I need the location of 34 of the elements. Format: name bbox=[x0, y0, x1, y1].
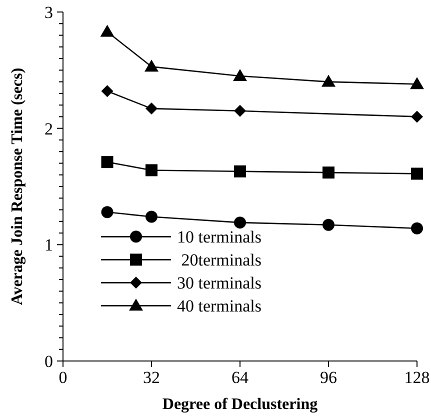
legend-label: 10 terminals bbox=[177, 228, 262, 247]
y-tick-label: 0 bbox=[44, 352, 53, 371]
point bbox=[233, 68, 247, 81]
point bbox=[101, 85, 114, 98]
point bbox=[411, 222, 423, 234]
x-tick-label: 64 bbox=[232, 368, 249, 387]
x-tick-label: 128 bbox=[404, 368, 430, 387]
point bbox=[410, 77, 424, 90]
point bbox=[144, 60, 158, 72]
point bbox=[411, 110, 423, 123]
y-tick-label: 2 bbox=[44, 119, 53, 138]
point bbox=[101, 156, 114, 168]
point bbox=[146, 210, 158, 223]
x-tick-label: 96 bbox=[320, 368, 337, 387]
point bbox=[322, 218, 334, 231]
legend-label: 30 terminals bbox=[177, 274, 262, 293]
point bbox=[322, 166, 334, 179]
point bbox=[146, 102, 158, 115]
x-tick-label: 32 bbox=[143, 368, 160, 387]
y-tick-label: 3 bbox=[44, 2, 53, 22]
x-axis-title: Degree of Declustering bbox=[162, 396, 318, 413]
point bbox=[234, 104, 246, 117]
point bbox=[100, 24, 114, 37]
point bbox=[322, 74, 336, 87]
point bbox=[101, 206, 114, 218]
legend-label: 40 terminals bbox=[177, 296, 262, 316]
point bbox=[234, 165, 246, 178]
point bbox=[234, 216, 246, 229]
x-tick-label: 0 bbox=[58, 368, 68, 387]
y-tick-label: 1 bbox=[44, 236, 53, 255]
legend-label: 20terminals bbox=[177, 250, 262, 270]
y-axis-title: Average Join Response Time (secs) bbox=[9, 68, 26, 306]
point bbox=[146, 164, 158, 176]
point bbox=[411, 168, 423, 180]
